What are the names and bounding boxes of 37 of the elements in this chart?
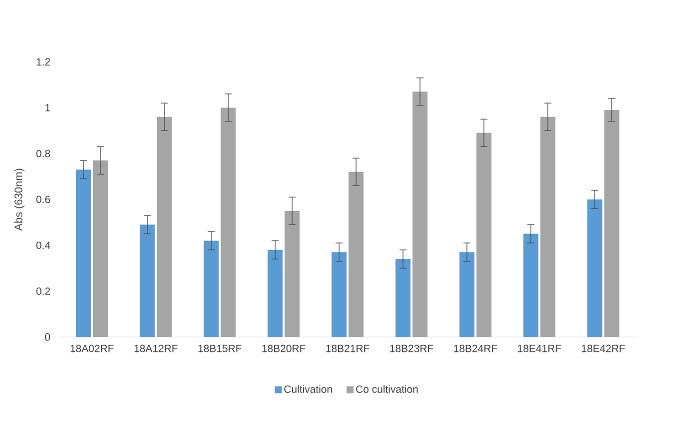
x-tick-label: 18B24RF — [454, 344, 498, 352]
bar — [332, 252, 347, 337]
bar — [523, 234, 538, 337]
bar — [587, 199, 602, 337]
x-tick-label: 18B21RF — [326, 344, 370, 352]
x-tick-label: 18E41RF — [518, 344, 561, 352]
x-tick-label: 18E42RF — [582, 344, 625, 352]
bar — [476, 132, 492, 337]
y-tick-label: 0.8 — [36, 150, 50, 158]
y-tick-label: 0.2 — [36, 287, 50, 295]
bar — [140, 224, 155, 337]
bar — [348, 172, 364, 337]
bar — [92, 160, 108, 337]
y-tick-label: 1.2 — [36, 58, 50, 66]
x-tick-label: 18B23RF — [390, 344, 434, 352]
bar — [204, 240, 219, 337]
bar — [284, 210, 300, 337]
legend-label: Co cultivation — [356, 385, 418, 393]
bar — [604, 110, 620, 337]
x-tick-label: 18A02RF — [70, 344, 114, 352]
x-tick-label: 18B20RF — [262, 344, 306, 352]
bar — [156, 116, 172, 337]
bar — [459, 252, 474, 337]
bar — [412, 92, 428, 337]
y-tick-label: 1 — [45, 104, 50, 112]
y-tick-label: 0 — [45, 333, 50, 341]
x-tick-label: 18A12RF — [134, 344, 178, 352]
bar — [76, 170, 91, 337]
y-axis-title: Abs (630nm) — [14, 168, 24, 231]
y-tick-label: 0.4 — [36, 242, 50, 249]
bar — [220, 108, 236, 337]
bar — [540, 116, 556, 337]
x-tick-label: 18B15RF — [198, 344, 242, 352]
legend-label: Cultivation — [284, 385, 332, 393]
bar — [268, 250, 283, 337]
y-tick-label: 0.6 — [36, 196, 50, 204]
bar — [395, 259, 410, 337]
